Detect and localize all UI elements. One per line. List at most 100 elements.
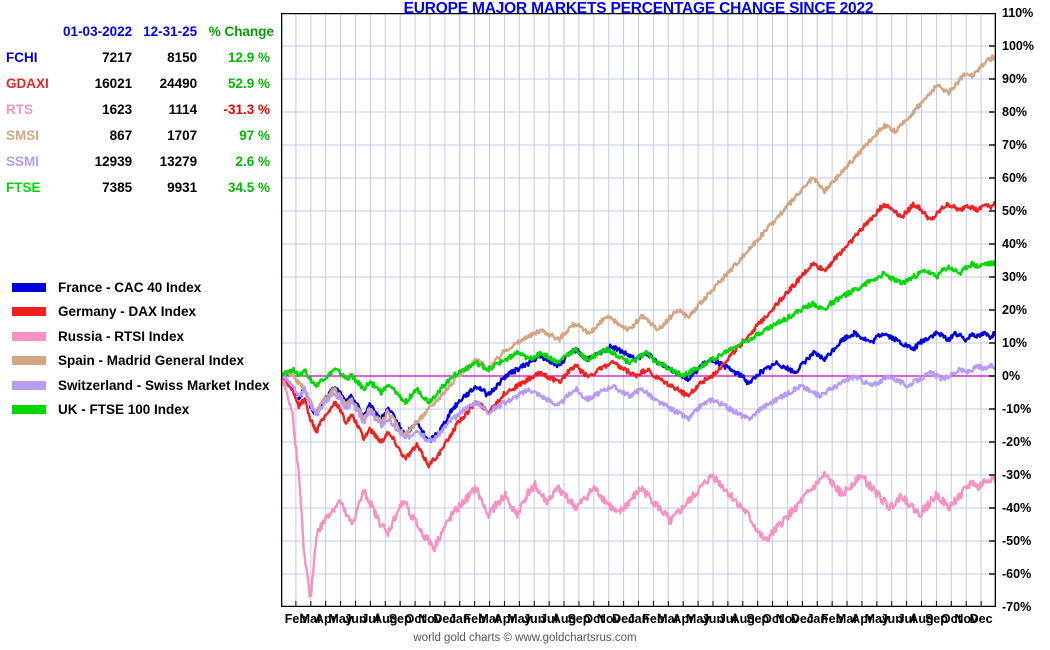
row-symbol: SMSI	[6, 127, 40, 143]
y-axis-tick-label: 60%	[1002, 171, 1028, 185]
y-axis-tick-label: 100%	[1002, 39, 1034, 53]
x-axis-tick-label: Jan	[806, 612, 829, 626]
x-axis-tick-label: Oct	[762, 612, 783, 626]
row-end-value: 24490	[159, 75, 198, 91]
summary-table: 01-03-2022 12-31-25 % Change FCHI 7217 815…	[0, 18, 278, 200]
y-axis-tick-label: 10%	[1002, 336, 1028, 350]
x-axis-tick-label: Jan	[627, 612, 650, 626]
x-axis-tick-label: Aug	[551, 612, 577, 626]
y-axis-tick-label: 20%	[1002, 303, 1028, 317]
y-axis-tick-label: 40%	[1002, 237, 1028, 251]
x-axis-tick-label: Apr	[851, 612, 873, 626]
x-axis-tick-label: Sep	[388, 612, 412, 626]
row-end-value: 1707	[167, 127, 198, 143]
y-axis-tick-label: -70%	[1002, 600, 1032, 614]
legend-item[interactable]: UK - FTSE 100 Index	[12, 398, 270, 423]
row-pct-change: 2.6 %	[235, 153, 270, 169]
x-axis-tick-label: Dec	[433, 612, 457, 626]
y-axis-tick-label: 30%	[1002, 270, 1028, 284]
y-axis-tick-label: 90%	[1002, 72, 1028, 86]
y-axis-tick-label: 80%	[1002, 105, 1028, 119]
series-line	[281, 260, 996, 405]
series-line	[281, 375, 996, 598]
legend-item[interactable]: Germany - DAX Index	[12, 300, 270, 325]
x-axis-tick-label: Jun	[344, 612, 367, 626]
y-axis-tick-label: -50%	[1002, 534, 1032, 548]
table-row: SSMI 12939 13279 2.6 %	[0, 148, 278, 174]
legend-item[interactable]: France - CAC 40 Index	[12, 275, 270, 300]
x-axis-tick-label: Mar	[657, 612, 680, 626]
x-axis-tick-label: Nov	[596, 612, 621, 626]
col-header-pct-change: % Change	[208, 23, 274, 39]
legend-swatch-icon	[12, 380, 46, 390]
col-header-end-date: 12-31-25	[143, 23, 198, 39]
footer-credit: world gold charts © www.goldchartsrus.co…	[413, 632, 637, 644]
x-axis-tick-label: Nov	[418, 612, 442, 626]
y-axis-tick-label: 50%	[1002, 204, 1028, 218]
row-pct-change: 12.9 %	[227, 49, 270, 65]
x-axis-tick-label: Apr	[493, 612, 516, 626]
row-start-value: 7217	[102, 49, 133, 65]
x-axis-tick-label: Dec	[969, 612, 993, 626]
col-header-start-date: 01-03-2022	[63, 23, 133, 39]
chart-legend: France - CAC 40 Index Germany - DAX Index…	[12, 275, 270, 422]
x-axis-tick-label: Jul	[540, 612, 559, 626]
x-axis-tick-label: Oct	[404, 612, 426, 626]
x-axis-tick-label: Feb	[463, 612, 486, 626]
row-symbol: FCHI	[6, 49, 38, 65]
row-start-value: 16021	[94, 75, 133, 91]
x-axis-tick-label: Jul	[718, 612, 737, 626]
x-axis-tick-label: Jul	[897, 612, 916, 626]
row-end-value: 1114	[168, 101, 198, 117]
legend-item-label: France - CAC 40 Index	[58, 279, 202, 295]
x-axis-tick-label: Aug	[730, 612, 755, 626]
x-axis-tick-label: Oct	[940, 612, 962, 626]
x-axis-tick-label: Jun	[701, 612, 725, 626]
row-end-value: 8150	[167, 49, 198, 65]
legend-item[interactable]: Switzerland - Swiss Market Index	[12, 373, 270, 398]
y-axis-tick-label: -10%	[1002, 402, 1032, 416]
x-axis-tick-label: Aug	[909, 612, 934, 626]
x-axis-tick-label: Apr	[672, 612, 694, 626]
x-axis-tick-label: Feb	[284, 612, 308, 626]
x-axis-tick-label: Jun	[880, 612, 903, 626]
y-axis-tick-label: -60%	[1002, 567, 1032, 581]
x-axis-tick-label: May	[507, 612, 532, 626]
x-axis-tick-label: Sep	[746, 612, 770, 626]
x-axis-tick-label: Sep	[567, 612, 591, 626]
series-line	[281, 199, 996, 469]
row-start-value: 7385	[102, 179, 133, 195]
x-axis-tick-label: Feb	[821, 612, 844, 626]
plot-area	[281, 13, 996, 607]
x-axis-tick-label: Jul	[361, 612, 380, 626]
x-axis: Feb Mar Apr May Jun Jul Aug Sep Oct Nov Dec Jan Feb M…	[281, 612, 996, 630]
y-axis-tick-label: -20%	[1002, 435, 1032, 449]
x-axis-tick-label: Oct	[583, 612, 605, 626]
row-end-value: 13279	[159, 153, 198, 169]
row-pct-change: 52.9 %	[227, 75, 270, 91]
row-pct-change: 97 %	[239, 127, 270, 143]
legend-item-label: Russia - RTSI Index	[58, 328, 185, 344]
table-row: FCHI 7217 8150 12.9 %	[0, 44, 278, 70]
x-axis-tick-label: Dec	[612, 612, 636, 626]
table-header-row: 01-03-2022 12-31-25 % Change	[0, 18, 278, 44]
row-symbol: RTS	[6, 101, 33, 117]
x-axis-tick-label: Apr	[314, 612, 337, 626]
row-start-value: 12939	[94, 153, 133, 169]
row-pct-change: -31.3 %	[223, 101, 270, 117]
legend-swatch-icon	[12, 405, 46, 415]
legend-item[interactable]: Spain - Madrid General Index	[12, 349, 270, 374]
y-axis: 110% 100% 90% 80% 70% 60% 50% 40% 30% 20% 10% 0% -10…	[1002, 6, 1050, 614]
legend-item[interactable]: Russia - RTSI Index	[12, 324, 270, 349]
legend-item-label: UK - FTSE 100 Index	[58, 402, 190, 418]
x-axis-tick-label: May	[864, 612, 889, 626]
series-line	[281, 362, 996, 443]
x-axis-tick-label: Mar	[835, 612, 859, 626]
row-symbol: GDAXI	[6, 75, 49, 91]
row-symbol: SSMI	[6, 153, 40, 169]
x-axis-tick-label: Mar	[478, 612, 501, 626]
row-start-value: 867	[109, 127, 133, 143]
x-axis-tick-label: May	[328, 612, 353, 626]
row-symbol: FTSE	[6, 179, 41, 195]
table-row: RTS 1623 1114 -31.3 %	[0, 96, 278, 122]
